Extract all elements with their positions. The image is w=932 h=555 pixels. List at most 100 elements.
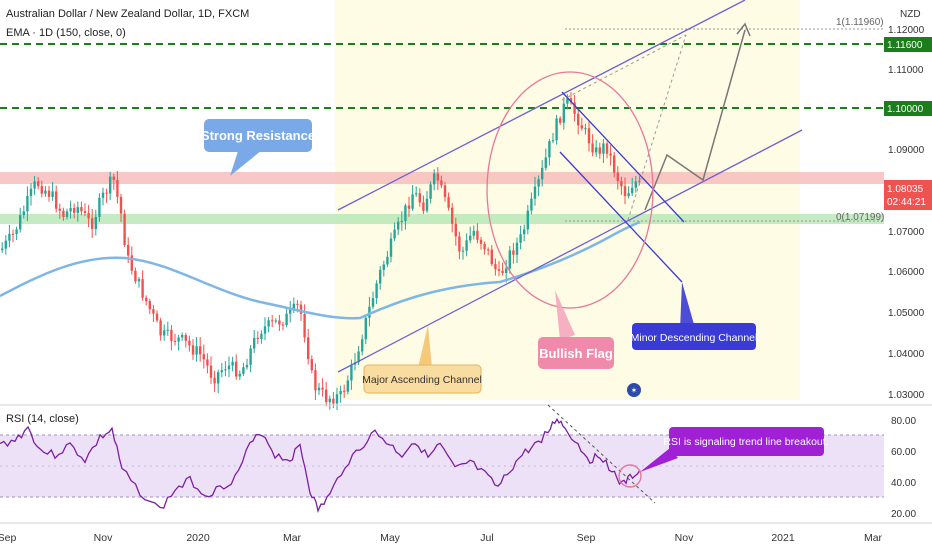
bullish-flag-ellipse <box>486 71 654 309</box>
candle-body <box>29 188 33 196</box>
candle-body <box>436 173 439 181</box>
candle-body <box>386 256 389 265</box>
candle-body <box>303 313 306 338</box>
candle-body <box>55 191 58 209</box>
candle-body <box>479 239 483 244</box>
candle-body <box>91 218 94 230</box>
time-axis-label: 2021 <box>771 532 795 544</box>
candle-body <box>425 198 429 211</box>
time-axis-label: May <box>380 532 401 544</box>
candle-body <box>26 195 29 212</box>
strong-resistance-label: Strong Resistance <box>201 128 315 143</box>
projected-path <box>644 29 746 211</box>
candle-body <box>544 157 547 168</box>
candle-body <box>541 167 544 180</box>
candle-body <box>515 242 519 255</box>
candle-body <box>584 128 587 130</box>
candle-body <box>62 210 65 217</box>
time-axis: Sep Nov 2020 Mar May Jul Sep Nov 2021 Mar <box>0 532 883 544</box>
aud-flag-icon <box>627 383 641 397</box>
rsi-axis-label: 80.00 <box>891 416 916 427</box>
rsi-note-pointer <box>640 448 678 472</box>
candle-body <box>343 390 346 392</box>
candle-body <box>314 370 317 391</box>
candle-body <box>173 340 177 342</box>
candle-body <box>98 197 101 217</box>
candle-body <box>22 211 25 216</box>
candle-body <box>141 279 144 298</box>
candle-body <box>616 172 619 182</box>
candle-body <box>163 330 166 336</box>
candle-body <box>155 313 159 321</box>
candle-body <box>209 365 213 378</box>
candle-body <box>461 250 465 252</box>
candle-body <box>220 370 223 373</box>
candle-body <box>260 333 263 339</box>
price-tag-1-10-bg <box>884 101 932 116</box>
candle-body <box>202 354 205 360</box>
candle-body <box>397 221 400 230</box>
candle-body <box>591 143 594 153</box>
candle-body <box>569 98 573 103</box>
candle-body <box>555 118 558 141</box>
time-axis-label: Sep <box>577 532 596 544</box>
candle-body <box>335 394 339 404</box>
price-axis-label: 1.05000 <box>888 308 925 319</box>
candle-body <box>389 238 393 257</box>
candle-body <box>623 186 627 197</box>
fib-bottom-label: 0(1.07199) <box>836 212 884 223</box>
candle-body <box>181 334 184 338</box>
candle-body <box>440 180 443 186</box>
candle-body <box>371 298 375 307</box>
minor-channel-box <box>632 323 756 350</box>
candle-body <box>404 205 407 221</box>
candle-body <box>51 191 54 197</box>
candle-body <box>609 153 612 156</box>
ema-150-line <box>0 220 641 320</box>
candle-body <box>195 346 198 355</box>
candle-body <box>508 250 511 269</box>
candle-body <box>325 389 328 403</box>
candle-body <box>188 340 191 346</box>
candle-body <box>235 361 238 377</box>
candle-body <box>559 118 562 123</box>
candle-body <box>407 205 411 209</box>
time-axis-label: Mar <box>864 532 883 544</box>
candle-body <box>415 193 418 195</box>
candle-body <box>245 364 249 368</box>
candle-body <box>310 359 313 371</box>
rsi-trendline <box>547 404 656 504</box>
candle-body <box>598 147 601 154</box>
candle-body <box>170 329 173 341</box>
candle-body <box>37 181 40 187</box>
candle-body <box>364 317 367 340</box>
candle-body <box>134 270 137 282</box>
candle-body <box>537 179 540 187</box>
candle-body <box>469 235 472 241</box>
candle-body <box>613 155 616 173</box>
candle-body <box>573 102 576 114</box>
candle-body <box>379 269 382 284</box>
candle-body <box>101 192 105 198</box>
candle-body <box>159 320 162 336</box>
price-tag-1-10: 1.10000 <box>887 104 924 115</box>
candle-body <box>105 192 108 194</box>
candle-body <box>80 207 83 212</box>
candle-body <box>87 213 90 219</box>
candle-body <box>145 297 148 302</box>
rsi-note-label: RSI is signaling trend line breakout. <box>663 436 828 448</box>
rsi-axis-label: 40.00 <box>891 478 916 489</box>
candle-body <box>454 223 457 237</box>
candle-body <box>526 210 529 230</box>
candle-body <box>472 230 475 236</box>
candle-body <box>433 173 436 185</box>
candle-body <box>328 398 331 403</box>
currency-label: NZD <box>900 9 921 20</box>
candle-body <box>476 230 479 240</box>
candle-body <box>490 249 493 265</box>
price-axis-label: 1.04000 <box>888 349 925 360</box>
rsi-note-box <box>669 427 824 456</box>
candle-body <box>357 351 360 363</box>
candle-body <box>123 213 126 245</box>
aud-flag-icon-star: ✶ <box>631 386 638 395</box>
